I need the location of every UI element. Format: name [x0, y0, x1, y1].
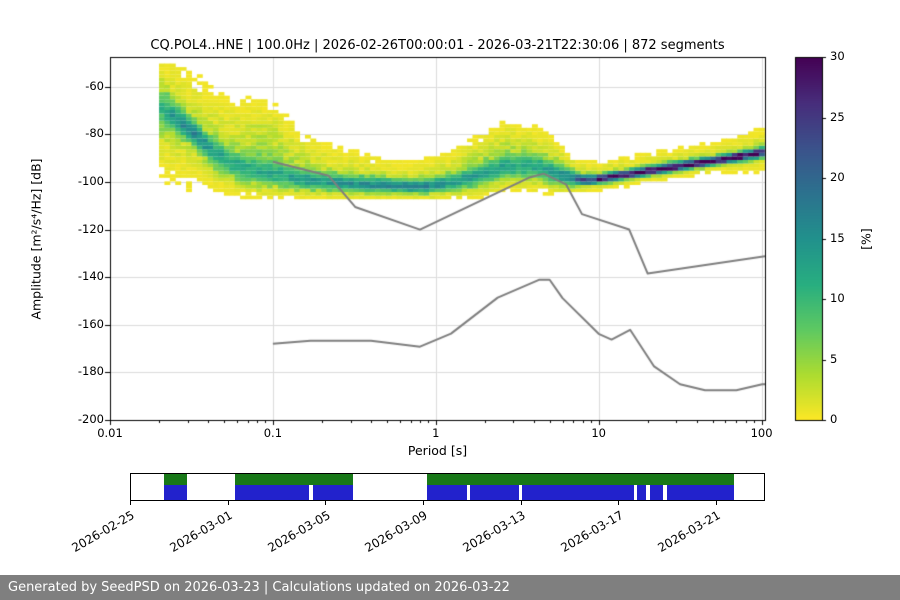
coverage-segment-blue: [163, 485, 188, 500]
coverage-segment-blue: [427, 485, 468, 500]
x-tick-label: 0.1: [263, 426, 283, 440]
y-tick-label: -60: [85, 78, 104, 93]
timeline-tick: [227, 501, 229, 505]
colorbar-tick-label: 20: [830, 170, 845, 184]
coverage-segment-blue: [522, 485, 635, 500]
y-tick-label: -200: [77, 412, 104, 426]
colorbar-tick-label: 0: [830, 412, 838, 426]
colorbar-tick-label: 25: [830, 109, 845, 124]
coverage-segment-blue: [636, 485, 647, 500]
x-tick-label: 10: [591, 426, 606, 440]
x-tick-label: 1: [432, 426, 440, 440]
y-tick-label: -180: [77, 364, 104, 379]
timeline-date-label: 2026-03-21: [655, 508, 724, 555]
x-axis-label: Period [s]: [407, 443, 468, 458]
y-tick-label: -100: [77, 173, 104, 188]
colorbar-tick-label: 15: [830, 230, 845, 245]
timeline-tick: [130, 501, 131, 505]
colorbar-tick-label: 10: [830, 291, 845, 305]
y-tick-label: -80: [85, 126, 104, 141]
y-tick-label: -120: [77, 221, 104, 236]
x-tick-label: 0.01: [97, 426, 123, 440]
timeline-tick: [520, 501, 522, 505]
y-axis-label: Amplitude [m²/s⁴/Hz] [dB]: [28, 158, 44, 320]
timeline-date-label: 2026-02-25: [69, 508, 137, 555]
colorbar-tick-label: 5: [830, 351, 838, 366]
timeline-tick: [618, 501, 620, 505]
coverage-segment-blue: [666, 485, 735, 500]
coverage-segment-blue: [312, 485, 354, 500]
coverage-segment-green: [427, 474, 735, 485]
chart-title: CQ.POL4..HNE | 100.0Hz | 2026-02-26T00:0…: [150, 38, 725, 53]
coverage-segment-blue: [469, 485, 519, 500]
colorbar-tick-label: 30: [830, 49, 845, 63]
coverage-segment-blue: [650, 485, 663, 500]
timeline-date-label: 2026-03-05: [264, 508, 333, 555]
coverage-timeline: [130, 473, 765, 501]
coverage-segment-green: [163, 474, 188, 485]
x-tick-label: 100: [750, 426, 773, 440]
coverage-segment-green: [234, 474, 354, 485]
colorbar-label: [%]: [858, 228, 874, 250]
timeline-tick: [423, 501, 425, 505]
coverage-segment-blue: [234, 485, 310, 500]
timeline-tick: [716, 501, 718, 505]
timeline-tick: [325, 501, 327, 505]
y-tick-label: -140: [77, 269, 104, 284]
footer-status-bar: Generated by SeedPSD on 2026-03-23 | Cal…: [0, 575, 900, 600]
ppsd-plot-canvas: [0, 0, 900, 465]
timeline-date-label: 2026-03-01: [167, 508, 235, 555]
timeline-date-label: 2026-03-09: [362, 508, 431, 555]
y-tick-label: -160: [77, 316, 104, 331]
timeline-date-label: 2026-03-17: [558, 508, 626, 555]
timeline-date-label: 2026-03-13: [460, 508, 528, 555]
